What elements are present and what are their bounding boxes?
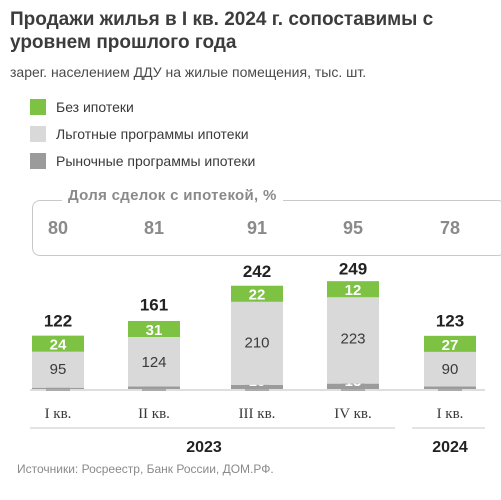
mortgage-share-value: 95 [342, 218, 364, 238]
category-tick-label: IV кв. [334, 406, 371, 422]
mortgage-share-value: 78 [439, 218, 461, 238]
segment-value-label: 124 [141, 354, 166, 371]
chart-subtitle: зарег. населением ДДУ на жилые помещения… [10, 64, 367, 80]
legend-swatch [30, 99, 46, 115]
category-tick-label: II кв. [138, 406, 170, 422]
segment-value-label: 24 [50, 337, 67, 354]
chart-title: Продажи жилья в I кв. 2024 г. сопоставим… [10, 9, 434, 53]
segment-chip [327, 281, 379, 298]
bar-total-label: 249 [339, 260, 367, 279]
segment-chip [128, 320, 180, 337]
legend-label: Рыночные программы ипотеки [56, 153, 256, 169]
bar-segment-subsidized [424, 349, 476, 387]
bar-total-label: 123 [436, 311, 464, 330]
legend-label: Без ипотеки [56, 99, 134, 115]
segment-value-label: 12 [345, 282, 362, 299]
source-note: Источники: Росреестр, Банк России, ДОМ.Р… [17, 462, 274, 476]
bar-segment-subsidized [128, 335, 180, 387]
segment-value-label: 223 [340, 331, 365, 348]
category-tick-label: I кв. [437, 406, 464, 422]
segment-chip [231, 285, 283, 302]
segment-value-label: 95 [50, 361, 67, 378]
segment-value-label: 210 [244, 335, 269, 352]
mortgage-share-title: Доля сделок с ипотекой, % [62, 187, 283, 204]
category-tick-label: III кв. [239, 406, 276, 422]
category-tick-label: I кв. [45, 406, 72, 422]
bar-total-label: 242 [243, 262, 271, 281]
segment-value-label: 27 [442, 337, 459, 354]
bar-total-label: 122 [44, 312, 72, 331]
mortgage-share-value: 91 [246, 218, 268, 238]
year-label-2024: 2024 [432, 439, 468, 456]
legend-label: Льготные программы ипотеки [56, 126, 249, 142]
bar-segment-subsidized [327, 291, 379, 384]
mortgage-share-value: 81 [143, 218, 165, 238]
legend-swatch [30, 153, 46, 169]
year-label-2023: 2023 [186, 439, 222, 456]
segment-value-label: 31 [146, 322, 163, 339]
segment-value-label: 22 [249, 287, 266, 304]
bar-total-label: 161 [140, 296, 168, 315]
segment-chip [32, 335, 84, 352]
segment-chip [424, 335, 476, 352]
segment-value-label: 90 [442, 361, 459, 378]
legend-swatch [30, 126, 46, 142]
bar-segment-subsidized [32, 348, 84, 388]
mortgage-share-value: 80 [47, 218, 69, 238]
bar-segment-subsidized [231, 298, 283, 385]
